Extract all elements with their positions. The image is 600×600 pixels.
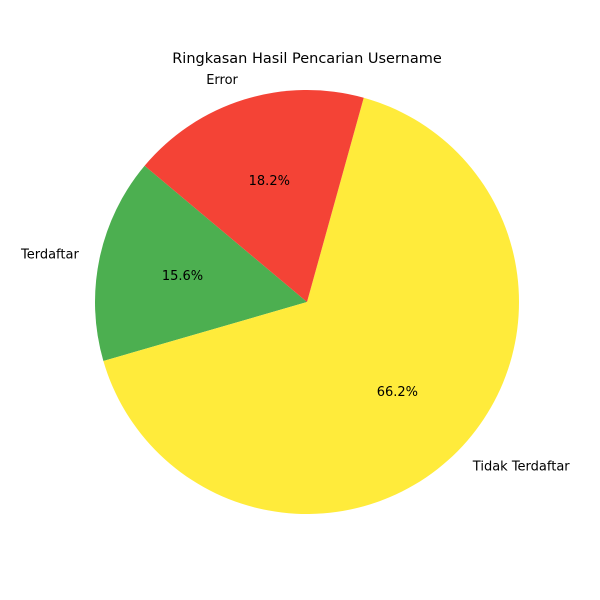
slice-category-label: Terdaftar	[20, 247, 79, 262]
pie-labels: Terdaftar 15.6% Tidak Terdaftar 66.2% Error 1…	[20, 73, 570, 475]
slice-category-label: Error	[206, 73, 238, 88]
pie-slice-error	[144, 89, 364, 303]
pie-slice-terdaftar	[95, 165, 307, 361]
slice-percent-label: 66.2%	[377, 385, 418, 400]
slice-category-label: Tidak Terdaftar	[472, 460, 571, 475]
chart-title: Ringkasan Hasil Pencarian Username	[172, 51, 442, 67]
slice-percent-label: 18.2%	[249, 174, 290, 189]
pie-slices	[95, 89, 520, 514]
pie-slice-tidak-terdaftar	[103, 97, 520, 514]
slice-percent-label: 15.6%	[162, 269, 203, 284]
